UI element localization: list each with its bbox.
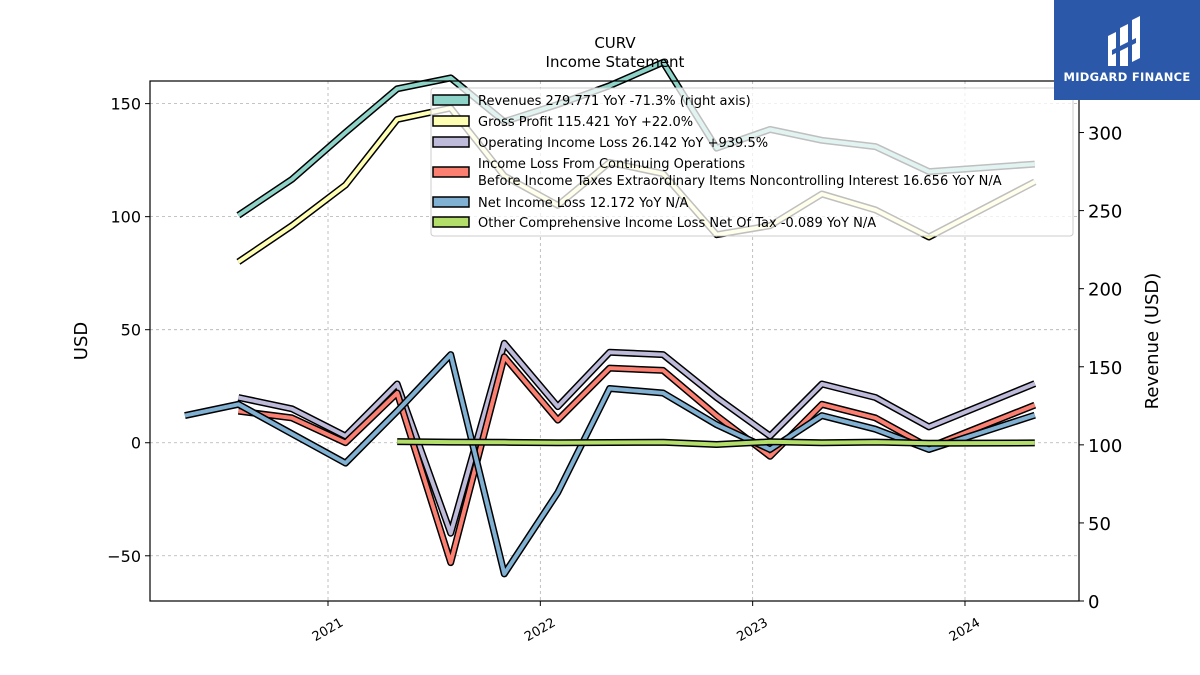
- legend-label: Income Loss From Continuing Operations: [478, 157, 745, 172]
- x-tick-label: 2024: [947, 615, 983, 645]
- y-tick-label-right: 100: [1088, 436, 1122, 457]
- y-tick-label-left: 0: [131, 434, 141, 453]
- series-line: [184, 352, 1036, 576]
- plot-frame: [149, 80, 1080, 602]
- legend-swatch: [432, 94, 470, 106]
- y-tick-label-right: 250: [1088, 202, 1122, 223]
- series-line: [237, 341, 1036, 536]
- legend-label: Net Income Loss 12.172 YoY N/A: [478, 196, 689, 211]
- y-tick-label-left: −50: [107, 547, 141, 566]
- legend-swatch: [432, 166, 470, 178]
- y-tick-label-right: 150: [1088, 358, 1122, 379]
- y-tick-label-right: 0: [1088, 592, 1099, 613]
- legend-box: [430, 87, 1074, 237]
- legend-swatch: [432, 115, 470, 127]
- midgard-logo-icon: [1108, 16, 1140, 66]
- series-line: [397, 439, 1035, 447]
- brand-logo-text: MIDGARD FINANCE: [1063, 70, 1191, 84]
- x-tick-label: 2022: [522, 615, 558, 645]
- y-axis-label-left: USD: [71, 322, 92, 360]
- x-tick-label: 2023: [734, 615, 770, 645]
- legend-label: Revenues 279.771 YoY -71.3% (right axis): [478, 94, 751, 109]
- legend: Revenues 279.771 YoY -71.3% (right axis)…: [430, 87, 1074, 237]
- y-axis-label-right: Revenue (USD): [1142, 273, 1163, 410]
- y-tick-label-left: 100: [110, 208, 141, 227]
- legend-swatch: [432, 216, 470, 228]
- brand-logo: MIDGARD FINANCE: [1054, 0, 1200, 100]
- y-tick-label-left: 50: [121, 321, 141, 340]
- x-tick-label: 2021: [310, 615, 346, 645]
- legend-swatch: [432, 196, 470, 208]
- legend-swatch: [432, 136, 470, 148]
- chart-subtitle: Income Statement: [546, 53, 685, 71]
- y-tick-label-right: 200: [1088, 280, 1122, 301]
- chart-title: CURV: [594, 34, 636, 52]
- legend-label: Gross Profit 115.421 YoY +22.0%: [478, 115, 693, 130]
- series-line: [238, 354, 1036, 565]
- legend-label: Operating Income Loss 26.142 YoY +939.5%: [478, 136, 768, 151]
- legend-label: Other Comprehensive Income Loss Net Of T…: [478, 216, 876, 231]
- y-tick-label-right: 50: [1088, 514, 1111, 535]
- legend-label: Before Income Taxes Extraordinary Items …: [478, 174, 1002, 189]
- y-tick-label-right: 300: [1088, 124, 1122, 145]
- y-tick-label-left: 150: [110, 95, 141, 114]
